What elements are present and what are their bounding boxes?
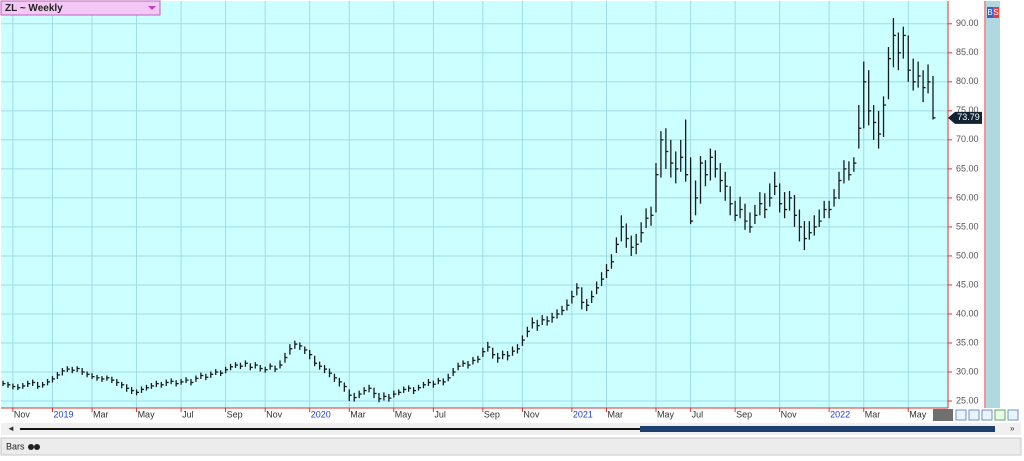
side-strip xyxy=(986,1,1000,408)
y-tick-label: 75.00 xyxy=(956,105,979,115)
chart-style[interactable]: Bars xyxy=(6,441,25,451)
bars xyxy=(2,17,936,403)
y-tick-label: 35.00 xyxy=(956,337,979,347)
price-axis xyxy=(949,1,985,408)
x-tick-label: 2022 xyxy=(830,409,850,419)
tool-button[interactable] xyxy=(968,409,980,421)
y-tick-label: 65.00 xyxy=(956,163,979,173)
x-tick-label: Nov xyxy=(781,409,798,419)
y-tick-label: 70.00 xyxy=(956,134,979,144)
symbol-label: ZL ~ Weekly xyxy=(5,3,63,14)
x-tick-label: Mar xyxy=(350,409,366,419)
buy-label: B xyxy=(987,8,992,17)
y-tick-label: 80.00 xyxy=(956,76,979,86)
last-price-label: 73.79 xyxy=(957,112,980,122)
y-tick-label: 50.00 xyxy=(956,250,979,260)
x-tick-label: Jul xyxy=(182,409,194,419)
scroll-right[interactable]: » xyxy=(1010,424,1015,433)
y-tick-label: 85.00 xyxy=(956,47,979,57)
tool-button[interactable] xyxy=(1007,409,1019,421)
status-bar xyxy=(0,437,1022,456)
tool-button[interactable] xyxy=(994,409,1006,421)
scroll-thumb[interactable] xyxy=(640,426,995,432)
y-axis: 25.00 30.00 35.00 40.00 45.00 50.00 55.00 60.00… xyxy=(948,18,982,405)
x-tick-label: Nov xyxy=(523,409,540,419)
last-price-box xyxy=(955,111,982,124)
x-tick-label: Mar xyxy=(865,409,881,419)
x-tick-label: May xyxy=(657,409,675,419)
x-tick-label: Sep xyxy=(736,409,752,419)
x-tick-label: 2019 xyxy=(53,409,73,419)
x-tick-label: May xyxy=(138,409,156,419)
last-price-pointer xyxy=(948,111,955,124)
y-tick-label: 55.00 xyxy=(956,221,979,231)
buy-button[interactable] xyxy=(987,7,993,18)
tool-button[interactable] xyxy=(955,409,967,421)
x-tick-label: Sep xyxy=(227,409,243,419)
x-tick-label: Nov xyxy=(14,409,31,419)
toolbar-buttons xyxy=(955,409,1019,421)
y-tick-label: 90.00 xyxy=(956,18,979,28)
y-tick-label: 45.00 xyxy=(956,279,979,289)
x-tick-label: 2021 xyxy=(573,409,593,419)
tool-button[interactable] xyxy=(981,409,993,421)
scroll-left[interactable]: ◄ xyxy=(7,424,15,433)
scroll-corner xyxy=(933,409,953,421)
x-tick-label: Mar xyxy=(93,409,109,419)
dropdown-arrow xyxy=(148,6,156,10)
y-tick-label: 40.00 xyxy=(956,308,979,318)
sell-button[interactable] xyxy=(993,7,999,18)
x-tick-label: Sep xyxy=(484,409,500,419)
plot-area xyxy=(1,1,948,408)
x-tick-label: May xyxy=(395,409,413,419)
x-tick-label: Mar xyxy=(608,409,624,419)
y-tick-label: 60.00 xyxy=(956,192,979,202)
symbol-dropdown[interactable] xyxy=(0,0,161,16)
sell-label: S xyxy=(993,8,998,17)
x-tick-label: Jul xyxy=(434,409,446,419)
y-tick-label: 30.00 xyxy=(956,366,979,376)
x-tick-label: Jul xyxy=(692,409,704,419)
x-tick-label: 2020 xyxy=(311,409,331,419)
x-tick-label: May xyxy=(909,409,927,419)
style-toggle[interactable] xyxy=(28,444,34,450)
x-axis: Nov 2019 Mar May Jul Sep Nov 2020 Mar May Jul Sep No… xyxy=(12,408,927,419)
x-tick-label: Nov xyxy=(266,409,283,419)
style-toggle[interactable] xyxy=(34,444,40,450)
y-tick-label: 25.00 xyxy=(956,395,979,405)
